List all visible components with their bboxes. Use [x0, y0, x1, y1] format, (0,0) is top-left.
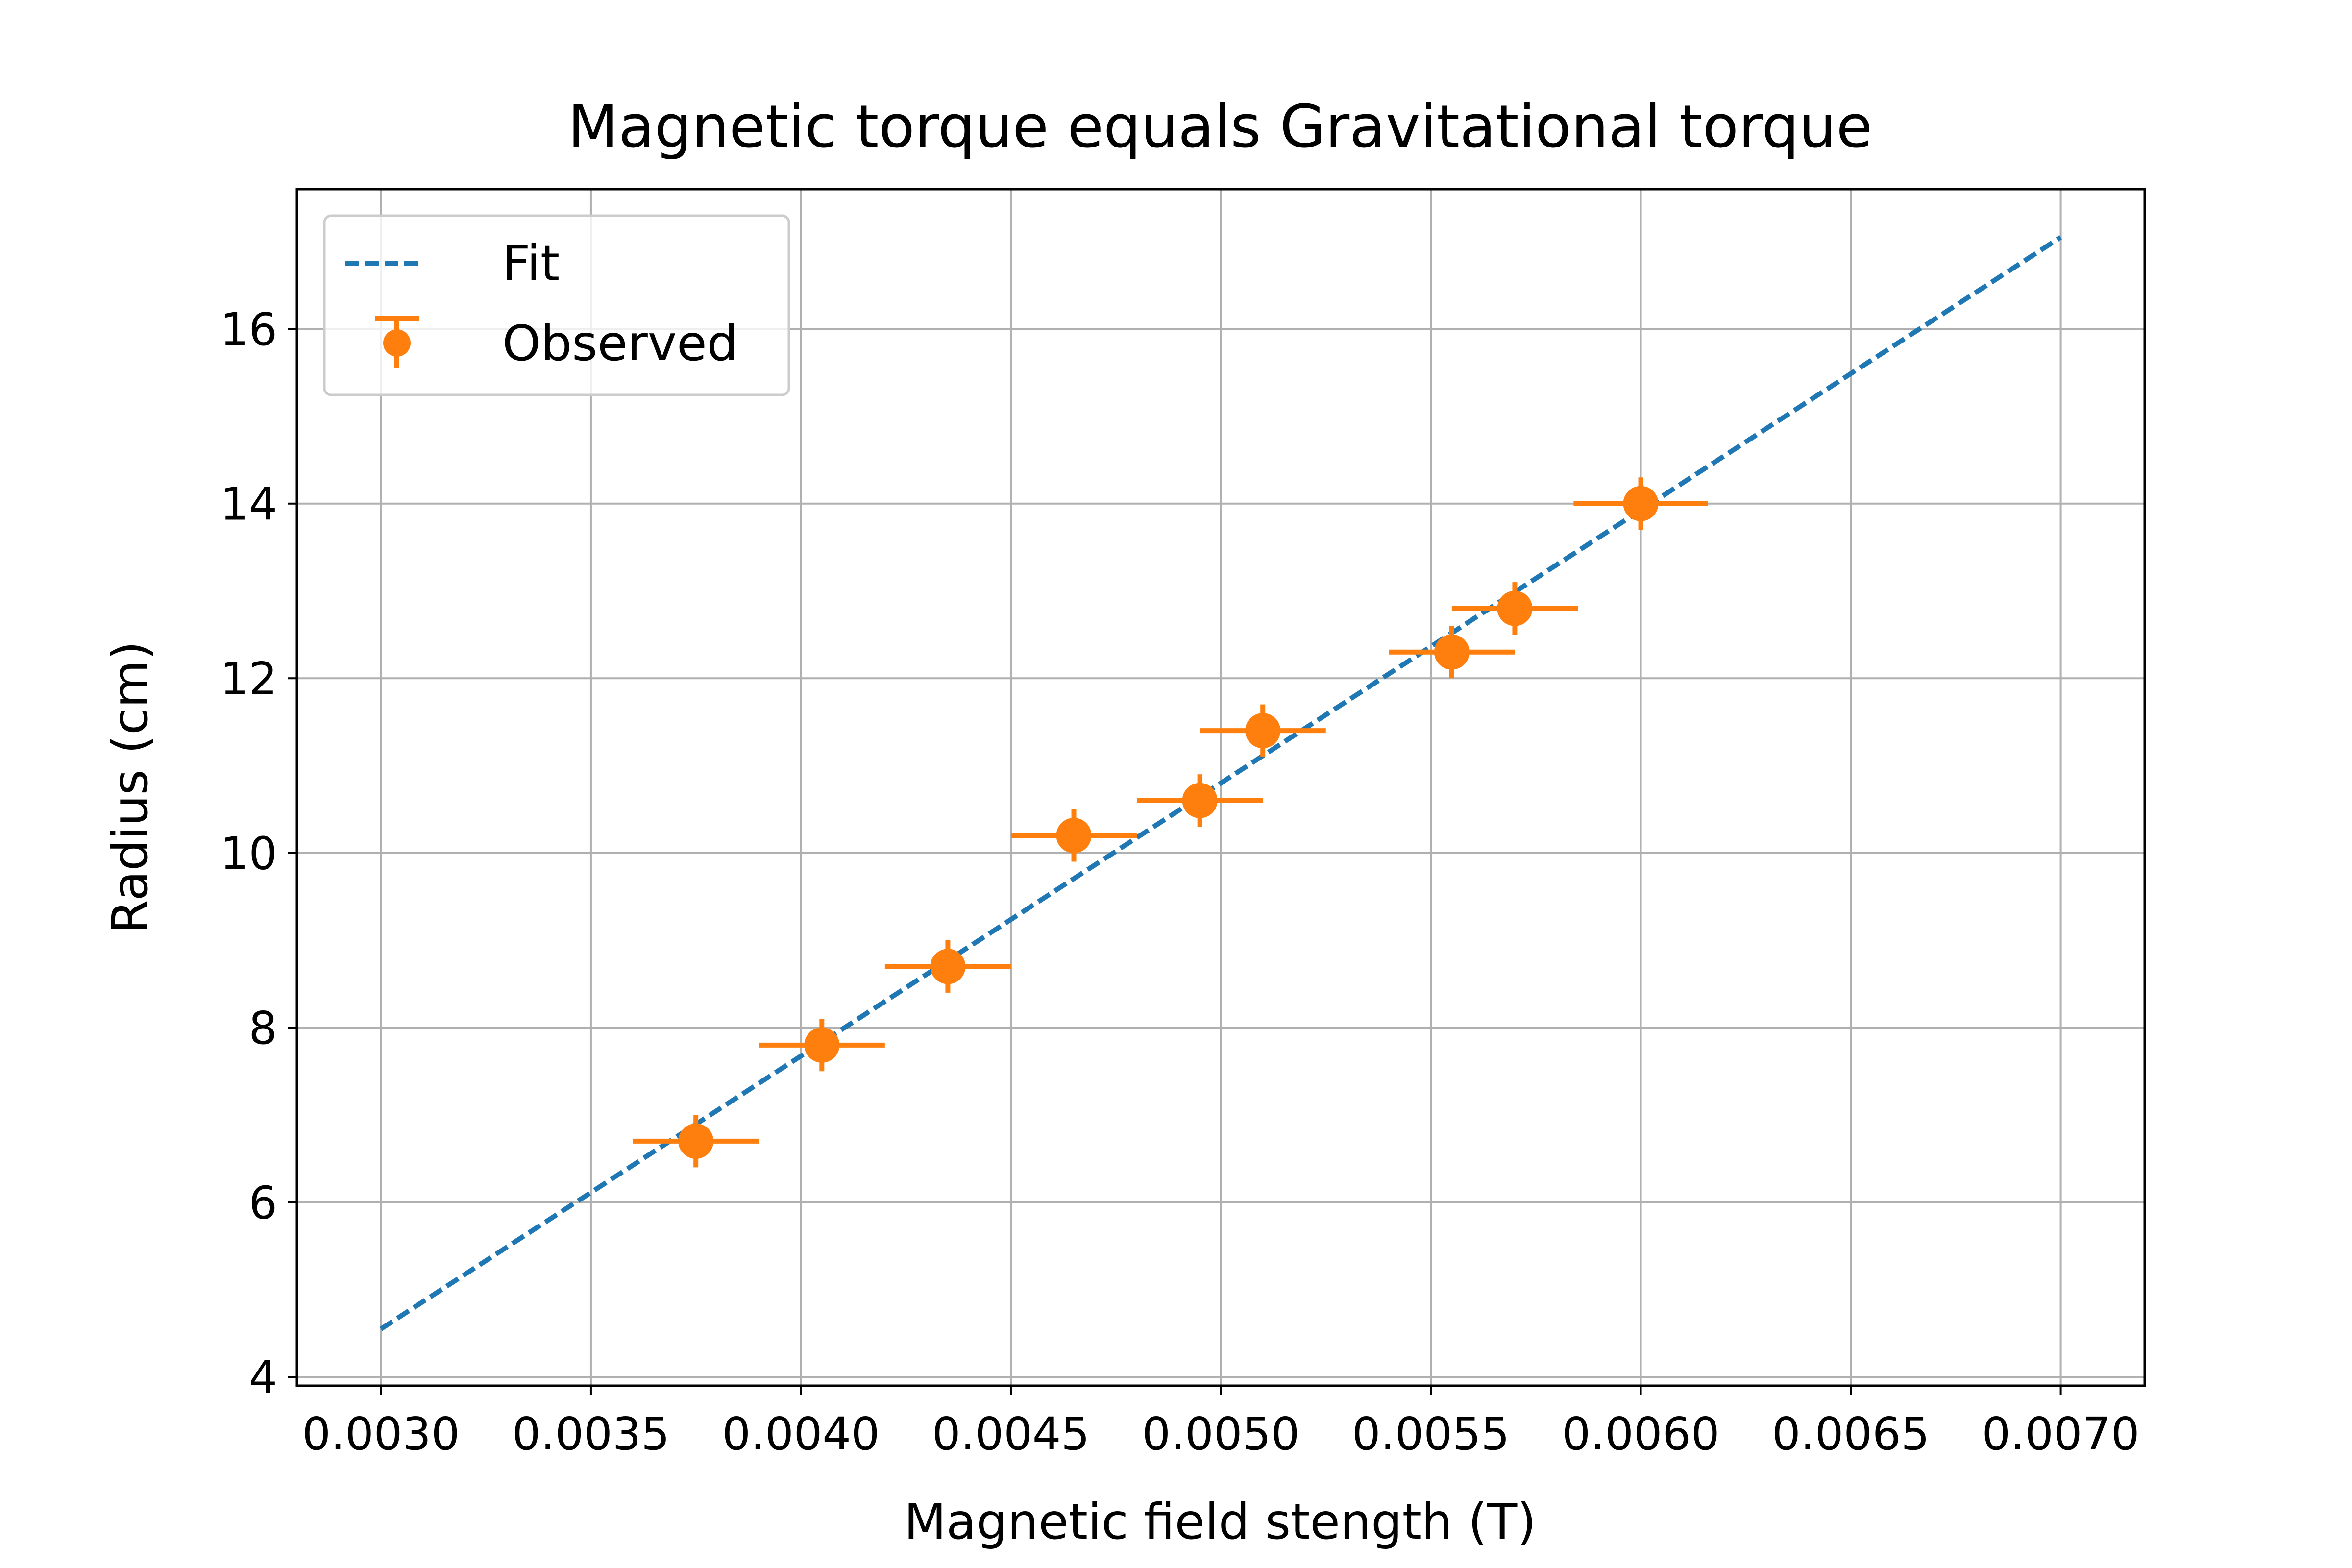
- x-tick-label: 0.0060: [1562, 1408, 1720, 1460]
- y-tick-label: 12: [220, 653, 277, 705]
- y-tick-label: 6: [248, 1177, 277, 1229]
- x-axis: 0.0030 0.0035 0.0040 0.0045 0.0050 0.0055 0.00…: [302, 1386, 2140, 1460]
- x-axis-label: Magnetic field stength (T): [904, 1493, 1536, 1550]
- x-tick-label: 0.0035: [512, 1408, 670, 1460]
- x-tick-label: 0.0065: [1772, 1408, 1930, 1460]
- legend-observed-swatch-marker: [383, 329, 411, 357]
- legend-box: [323, 214, 790, 396]
- x-tick-label: 0.0040: [722, 1408, 880, 1460]
- x-tick-label: 0.0070: [1982, 1408, 2140, 1460]
- fit-line: [379, 235, 2062, 1331]
- grid: [297, 189, 2145, 1386]
- y-axis-label: Radius (cm): [101, 641, 159, 934]
- observed-layer: [633, 477, 1708, 1168]
- legend-observed-label: Observed: [502, 315, 738, 372]
- observed-point: [678, 1123, 714, 1159]
- observed-point: [1623, 486, 1659, 521]
- x-tick-label: 0.0045: [932, 1408, 1090, 1460]
- observed-point: [1434, 634, 1470, 670]
- y-axis: 4 6 8 10 12 14 16: [220, 303, 297, 1404]
- legend: Fit Observed: [323, 214, 790, 396]
- observed-point: [1497, 590, 1533, 626]
- y-tick-label: 8: [248, 1002, 277, 1054]
- y-tick-label: 16: [220, 303, 277, 356]
- y-tick-label: 14: [220, 478, 277, 531]
- fit-layer: [379, 235, 2062, 1331]
- observed-point: [804, 1027, 840, 1063]
- observed-point: [930, 949, 966, 984]
- y-tick-label: 4: [248, 1351, 277, 1404]
- x-tick-label: 0.0050: [1142, 1408, 1300, 1460]
- legend-fit-label: Fit: [502, 235, 560, 292]
- y-tick-label: 10: [220, 828, 277, 880]
- observed-point: [1182, 783, 1218, 818]
- observed-point: [1245, 713, 1281, 749]
- observed-point: [1056, 818, 1092, 854]
- x-tick-label: 0.0055: [1352, 1408, 1510, 1460]
- chart-title: Magnetic torque equals Gravitational tor…: [568, 93, 1873, 161]
- x-tick-label: 0.0030: [302, 1408, 460, 1460]
